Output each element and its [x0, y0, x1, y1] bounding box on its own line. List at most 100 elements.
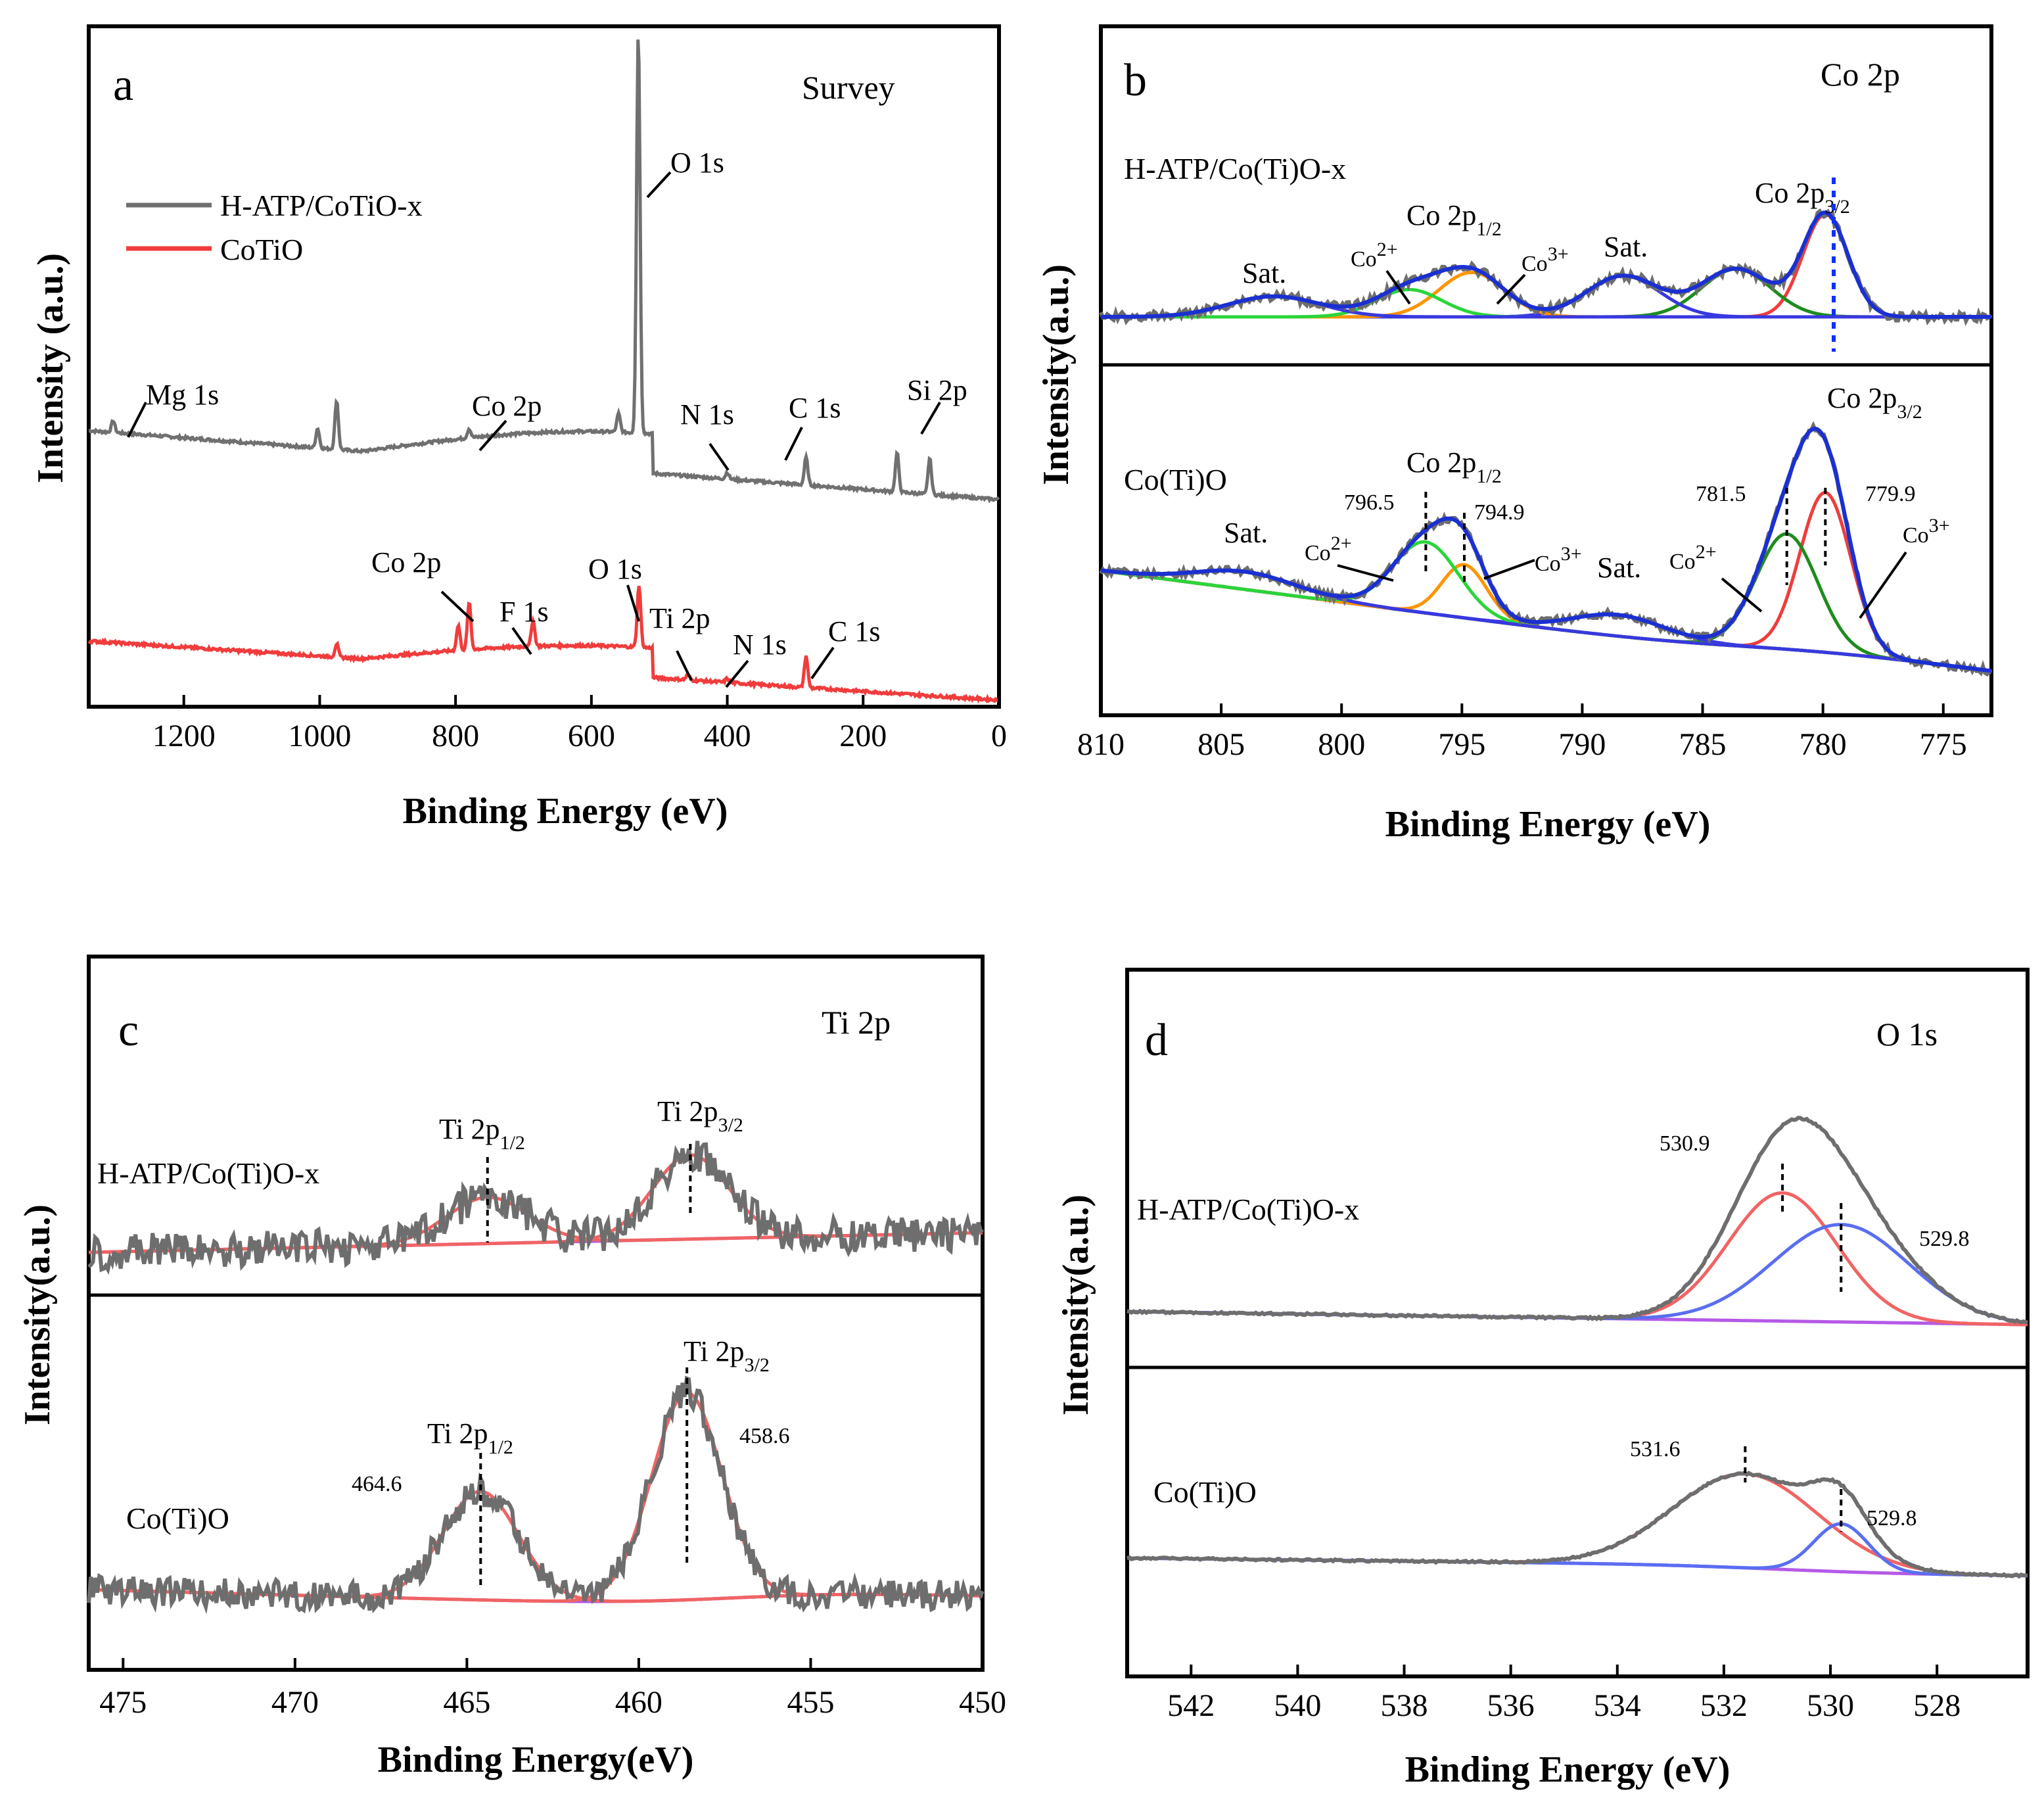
ann-c-4646: 464.6: [352, 1472, 402, 1496]
ann-b-co3plus-bot2: Co3+: [1903, 515, 1950, 548]
ann-d-5309: 530.9: [1660, 1131, 1710, 1156]
panel-c-tick-label: 450: [959, 1685, 1006, 1720]
ann-c-4586: 458.6: [739, 1424, 790, 1448]
panel-a-plot-area: [87, 39, 1000, 704]
survey-curve-1: [87, 585, 1000, 704]
panel-b-xlabel: Binding Energy (eV): [1385, 804, 1711, 845]
ann-a-o1s-top-arrow: [646, 171, 672, 199]
ann-a-f1s-arrow: [511, 627, 532, 655]
panel-a-tick-label: 400: [704, 719, 751, 753]
ann-b-co2plus-bot2: Co2+: [1669, 541, 1717, 574]
panel-d-tick-label: 536: [1487, 1688, 1535, 1723]
panel-b-tick-label: 805: [1197, 727, 1245, 762]
ann-b-co3plus-top-arrow: [1496, 273, 1526, 305]
panel-d-sample-top: H-ATP/Co(Ti)O-x: [1137, 1193, 1359, 1226]
ann-a-c1s-bot-arrow: [810, 646, 835, 680]
ann-d-5298-top: 529.8: [1919, 1227, 1970, 1251]
panel-c-tick-label: 460: [615, 1685, 662, 1720]
panel-b: 810 805 800 795 790 785 780 775 b Co 2p H-ATP/C…: [1036, 24, 1993, 845]
ann-d-5298-bot: 529.8: [1867, 1506, 1917, 1530]
panel-b-envelope-1: [1100, 426, 1992, 673]
panel-b-ylabel: Intensity(a.u.): [1036, 264, 1077, 485]
panel-c-title: Ti 2p: [822, 1004, 891, 1041]
panel-c-x-ticks: 475 470 465 460 455 450: [99, 1658, 1006, 1720]
panel-b-tick-label: 785: [1679, 727, 1727, 762]
ann-a-co2p-top: Co 2p: [472, 390, 542, 422]
panel-b-letter: b: [1124, 55, 1147, 106]
panel-d-tick-label: 540: [1274, 1688, 1321, 1723]
panel-c-tick-label: 465: [443, 1685, 490, 1720]
panel-d-sample-bottom: Co(Ti)O: [1153, 1475, 1257, 1509]
survey-curve-0: [88, 39, 1000, 504]
panel-d-tick-label: 538: [1381, 1688, 1428, 1723]
ann-a-ti2p: Ti 2p: [649, 602, 710, 634]
panel-b-tick-label: 790: [1558, 727, 1606, 762]
ann-a-c1s-bot: C 1s: [828, 615, 880, 648]
panel-d-letter: d: [1145, 1015, 1168, 1066]
ann-b-co2plus-top-arrow: [1385, 270, 1411, 305]
panel-a-tick-label: 600: [568, 719, 615, 753]
ann-a-co2p-bot: Co 2p: [371, 546, 441, 579]
legend-label-cotio: CoTiO: [220, 233, 303, 266]
ann-a-si2p-arrow: [920, 401, 941, 435]
ann-a-n1s-top-arrow: [708, 442, 730, 471]
ann-c-ti2p12-bot: Ti 2p1/2: [427, 1417, 513, 1458]
panel-b-tick-label: 775: [1920, 727, 1967, 762]
panel-b-envelope-0: [1101, 210, 1991, 319]
ann-a-c1s-top: C 1s: [789, 392, 841, 424]
panel-b-tick-label: 810: [1077, 727, 1125, 762]
panel-c-sample-bottom: Co(Ti)O: [126, 1502, 229, 1535]
panel-c-xlabel: Binding Energy(eV): [378, 1740, 694, 1780]
panel-c-raw-data-1: [87, 1375, 985, 1615]
panel-a-tick-label: 200: [839, 719, 887, 753]
panel-a-x-ticks: 1200 1000 800 600 400 200 0: [152, 695, 1007, 753]
ann-a-co2p-top-arrow: [478, 419, 507, 452]
ann-b-7949: 794.9: [1474, 500, 1525, 525]
panel-c: 475 470 465 460 455 450 c Ti 2p H-ATP/Co(Ti)O…: [17, 955, 1006, 1780]
ann-a-o1s-bot-arrow: [626, 584, 640, 622]
panel-a: 1200 1000 800 600 400 200 0 a Survey H-ATP/CoT…: [30, 24, 1007, 832]
panel-a-ylabel: Intensity (a.u.): [30, 253, 71, 483]
panel-a-tick-label: 1200: [152, 719, 216, 753]
ann-a-co2p-bot-arrow: [440, 590, 475, 623]
panel-b-plot-area: [1099, 208, 1993, 677]
ann-b-co2p12-bot: Co 2p1/2: [1406, 446, 1502, 487]
panel-a-tick-label: 0: [991, 719, 1007, 753]
panel-d-raw-data-1: [1126, 1470, 2028, 1579]
panel-a-letter: a: [113, 60, 133, 110]
ann-d-5316: 531.6: [1630, 1437, 1681, 1461]
panel-d-x-ticks: 542 540 538 536 534 532 530 528: [1167, 1665, 1961, 1723]
panel-d-raw-data-0: [1127, 1116, 2028, 1325]
panel-a-tick-label: 800: [432, 719, 479, 753]
panel-d: 542 540 538 536 534 532 530 528 d O 1s H-ATP/Co…: [1056, 968, 2030, 1790]
ann-b-sat-4: Sat.: [1597, 552, 1641, 584]
panel-b-tick-label: 800: [1318, 727, 1365, 762]
ann-a-o1s-bot: O 1s: [588, 553, 642, 585]
ann-a-n1s-bot: N 1s: [733, 628, 787, 661]
ann-b-co2plus-top: Co2+: [1351, 239, 1398, 272]
legend-label-hatp: H-ATP/CoTiO-x: [220, 189, 423, 222]
panel-c-letter: c: [118, 1005, 139, 1056]
panel-b-x-ticks: 810 805 800 795 790 785 780 775: [1077, 703, 1967, 762]
panel-d-tick-label: 534: [1594, 1688, 1641, 1723]
ann-b-co3plus-bot2-arrow: [1859, 551, 1907, 619]
ann-a-si2p: Si 2p: [907, 374, 967, 406]
ann-b-sat-3: Sat.: [1224, 517, 1268, 549]
panel-c-tick-label: 455: [787, 1685, 834, 1720]
ann-b-sat-1: Sat.: [1242, 257, 1286, 289]
ann-b-co2plus-bot-arrow: [1337, 564, 1394, 582]
panel-c-ylabel: Intensity(a.u.): [17, 1204, 58, 1425]
ann-b-co2plus-bot: Co2+: [1305, 533, 1352, 565]
panel-a-tick-label: 1000: [288, 719, 351, 753]
panel-a-annotations: Mg 1s Co 2p O 1s N 1s C 1s Si 2p Co 2p F…: [127, 147, 967, 688]
panel-d-plot-area: [1126, 1116, 2028, 1579]
ann-b-sat-2: Sat.: [1604, 231, 1648, 263]
ann-b-co3plus-bot: Co3+: [1535, 543, 1582, 576]
panel-d-tick-label: 542: [1167, 1688, 1215, 1723]
ann-c-ti2p32-bot: Ti 2p3/2: [684, 1335, 770, 1376]
panel-b-tick-label: 780: [1800, 727, 1847, 762]
panel-d-ylabel: Intensity(a.u.): [1056, 1195, 1096, 1415]
panel-c-tick-label: 475: [99, 1685, 147, 1720]
ann-b-co3plus-top: Co3+: [1521, 243, 1569, 276]
ann-b-7799: 779.9: [1865, 482, 1916, 506]
